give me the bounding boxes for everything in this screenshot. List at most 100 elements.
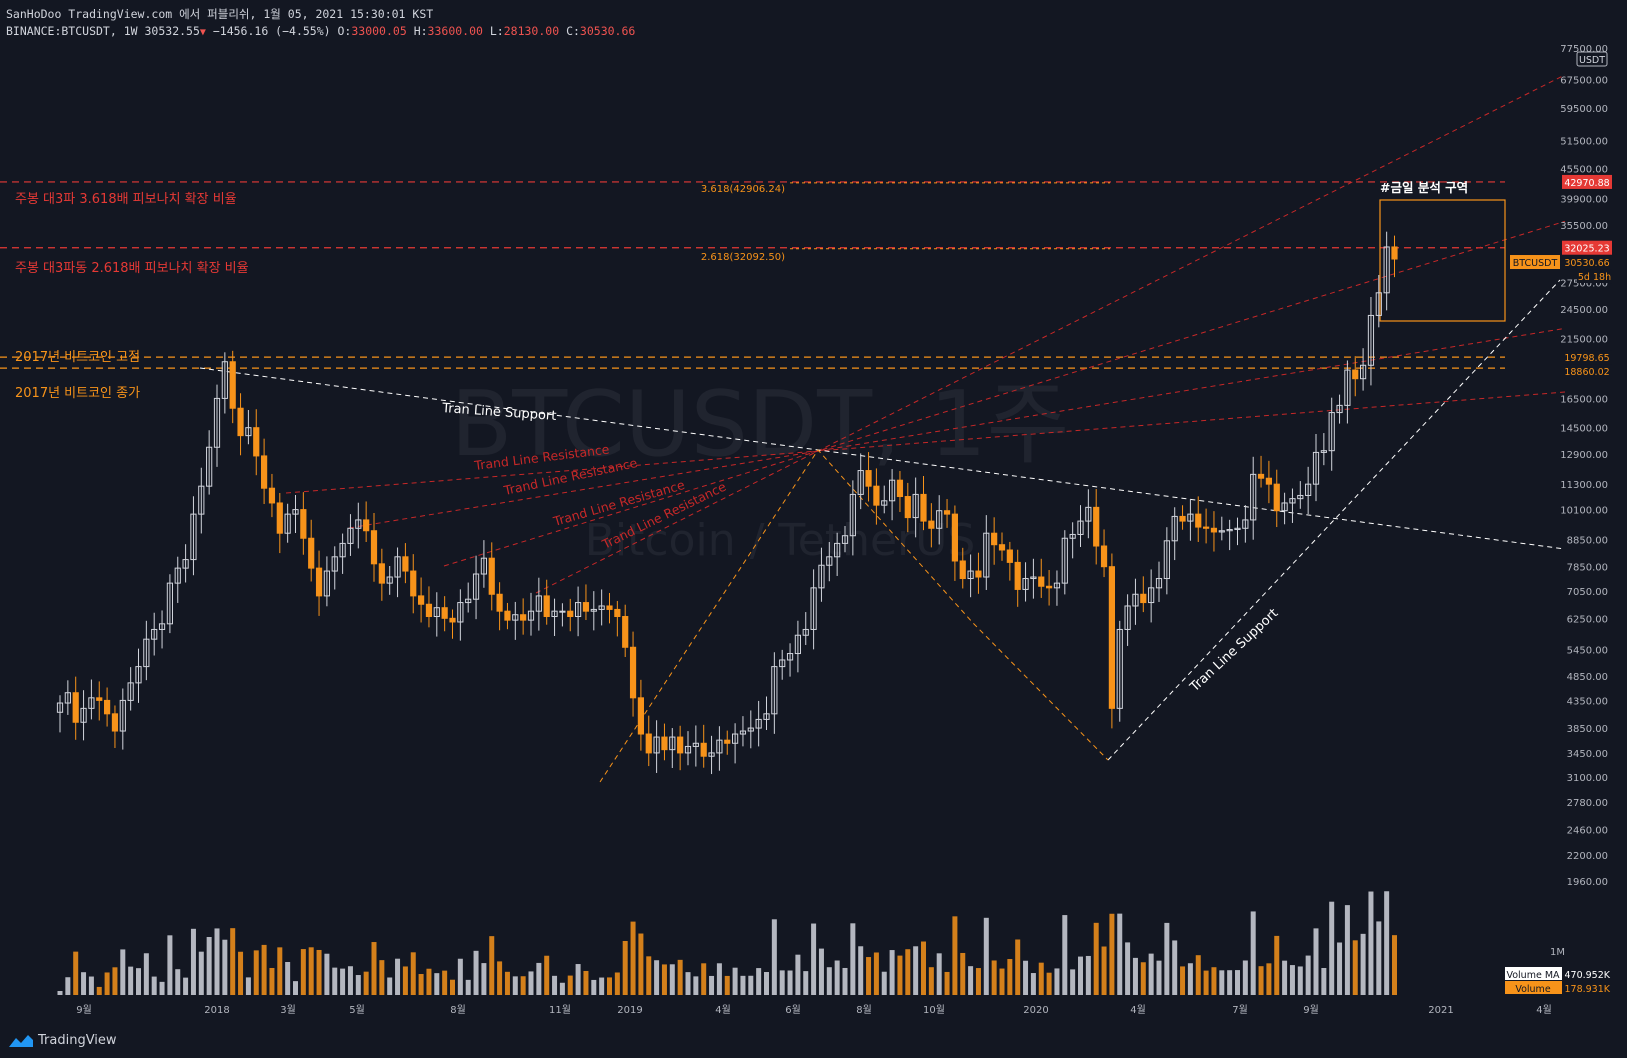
- candle: [865, 452, 872, 502]
- volume-bar: [850, 923, 856, 995]
- volume-bar: [858, 946, 864, 995]
- volume-bar: [1297, 966, 1303, 995]
- candle: [857, 453, 864, 510]
- volume-bar: [1337, 942, 1343, 995]
- candle: [1100, 529, 1108, 578]
- close-value: 30530.66: [579, 24, 636, 38]
- volume-bar: [1125, 942, 1131, 995]
- candle-body: [865, 470, 872, 487]
- candle-body: [1006, 549, 1013, 563]
- volume-bar: [371, 942, 377, 995]
- volume-bar: [410, 952, 416, 995]
- price-tick: 2780.00: [1567, 798, 1608, 809]
- candle: [1171, 507, 1178, 561]
- candle: [96, 681, 103, 721]
- time-tick: 4월: [1130, 1004, 1146, 1016]
- tradingview-logo[interactable]: TradingView: [8, 1033, 117, 1048]
- candle: [496, 582, 503, 631]
- candle-body: [347, 527, 354, 544]
- candle-body: [1281, 502, 1288, 512]
- candle-body: [237, 407, 244, 437]
- fib-2618-badge-bg: [1562, 240, 1612, 255]
- candle-body: [700, 742, 707, 757]
- volume-bar: [1132, 957, 1138, 995]
- candle: [213, 384, 221, 467]
- candle-body: [1375, 292, 1382, 316]
- candle: [998, 532, 1006, 561]
- volume-bar: [654, 960, 660, 995]
- volume-bar: [591, 979, 597, 995]
- candle: [732, 723, 739, 764]
- candle-body: [339, 542, 346, 558]
- candle-body: [104, 699, 111, 715]
- candle-body: [629, 646, 637, 699]
- candle-body: [834, 542, 841, 558]
- price-badges: 42970.88 32025.23 30530.66 BTCUSDT 5d 18h 197…: [1510, 174, 1612, 379]
- candle-body: [1203, 526, 1210, 529]
- volume-bar: [1368, 891, 1374, 995]
- wave-path: [599, 449, 1109, 783]
- candle-body: [198, 485, 205, 515]
- candle: [1344, 360, 1351, 424]
- price-tick: 1960.00: [1567, 877, 1608, 888]
- candle-body: [1061, 537, 1068, 584]
- volume-bar: [332, 967, 338, 995]
- volume-bar: [1062, 915, 1068, 995]
- candle: [1163, 527, 1170, 595]
- volume-bar: [1093, 922, 1099, 995]
- candle: [237, 393, 244, 456]
- candle: [72, 676, 79, 740]
- volume-bar: [1219, 970, 1225, 995]
- candle: [151, 612, 158, 656]
- candle-body: [182, 559, 189, 569]
- volume-bar: [795, 954, 801, 995]
- candle: [818, 547, 825, 602]
- candle: [590, 591, 597, 631]
- time-axis[interactable]: 9월 2018 3월 5월 8월 11월 2019 4월 6월 8월 10월 2020 4월 7월 9월 20…: [76, 1004, 1552, 1016]
- volume-bar: [300, 949, 306, 995]
- candle-body: [904, 496, 911, 519]
- resistance-line-4: [535, 74, 1566, 594]
- candle: [826, 542, 833, 582]
- volume-bar: [1250, 911, 1256, 995]
- down-arrow-icon: ▼: [199, 27, 206, 38]
- candle: [292, 495, 299, 534]
- volume-bar: [104, 972, 110, 995]
- candle-body: [1289, 498, 1296, 504]
- candle-body: [418, 595, 425, 605]
- candle-body: [739, 730, 747, 735]
- fib-3618-badge-bg: [1562, 174, 1612, 189]
- volume-bar: [552, 975, 558, 995]
- candle-body: [1132, 593, 1139, 607]
- candle-body: [873, 485, 880, 506]
- candle: [763, 696, 770, 731]
- volume-bar: [1313, 928, 1319, 995]
- resistance-line-1: [285, 391, 1566, 494]
- candle-body: [598, 605, 605, 610]
- candle: [135, 648, 142, 703]
- symbol-name[interactable]: BINANCE:BTCUSDT, 1W: [6, 24, 138, 38]
- candle-body: [1116, 628, 1123, 709]
- volume-bar: [190, 928, 196, 995]
- volume-bar: [159, 981, 165, 995]
- time-tick: 10월: [923, 1004, 945, 1016]
- price-axis[interactable]: 77500.00 67500.00 59500.00 51500.00 45500.00…: [1550, 44, 1608, 958]
- volume-bar: [614, 972, 620, 995]
- candle-body: [1046, 585, 1053, 589]
- candle-body: [669, 736, 676, 751]
- volume-bar: [834, 960, 840, 995]
- candle: [331, 546, 338, 590]
- candle: [967, 554, 974, 598]
- volume-bar: [669, 964, 675, 995]
- candle-body: [1155, 578, 1163, 589]
- candle-body: [786, 653, 794, 661]
- candle-body: [80, 707, 87, 723]
- volume-bar: [504, 971, 510, 995]
- fib-3618-label: 3.618(42906.24): [701, 184, 785, 195]
- resistance-line-2: [348, 327, 1566, 529]
- time-tick: 2020: [1023, 1005, 1048, 1016]
- candle-body: [363, 519, 370, 532]
- candle-body: [151, 628, 158, 640]
- volume-bar: [944, 971, 950, 995]
